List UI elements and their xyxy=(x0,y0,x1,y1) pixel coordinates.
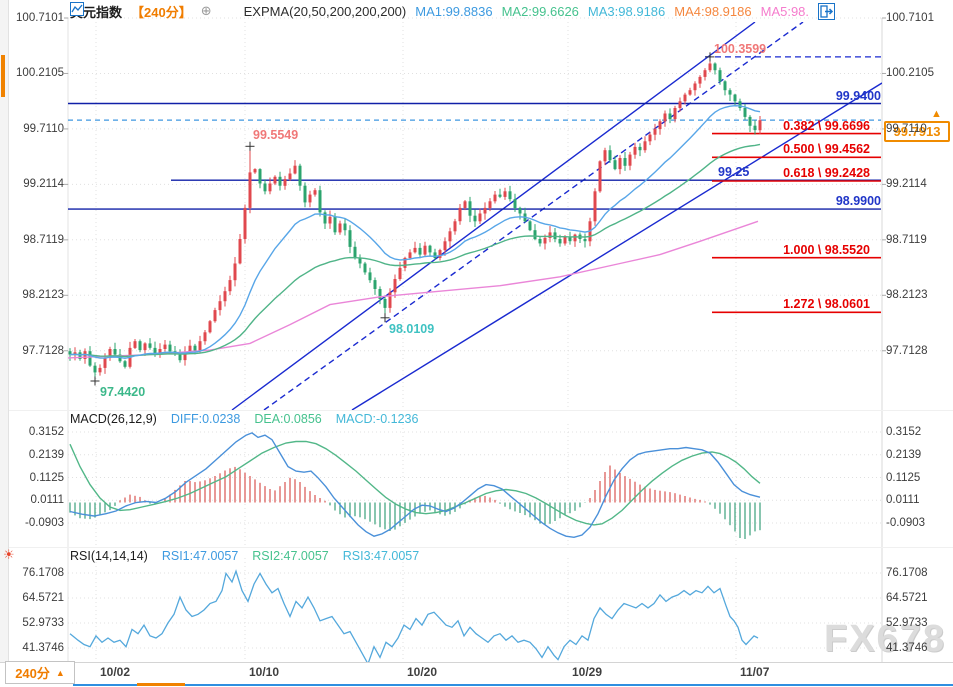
chart-toolbar xyxy=(818,3,898,20)
time-axis-bar xyxy=(0,662,953,687)
fib-level-label: 1.000 \ 98.5520 xyxy=(783,243,870,257)
price-axis-label-left: 100.7101 xyxy=(16,12,64,24)
price-axis-label-right: 99.7110 xyxy=(886,123,927,135)
price-level-label: 99.9400 xyxy=(835,89,881,103)
macd-axis-label-right: 0.1125 xyxy=(886,472,921,484)
pop-out-icon[interactable] xyxy=(818,3,898,20)
time-axis-label: 10/29 xyxy=(572,665,603,679)
price-axis-label-left: 98.2123 xyxy=(22,289,64,301)
rsi-axis-label-right: 41.3746 xyxy=(886,642,928,654)
rsi-axis-label-left: 76.1708 xyxy=(22,567,64,579)
interval-button-label: 240分 xyxy=(15,666,50,681)
price-levels xyxy=(68,56,881,314)
rsi2-value: RSI2:47.0057 xyxy=(252,549,329,563)
macd-axis-label-right: 0.3152 xyxy=(886,426,922,438)
price-axis-label-right: 100.7101 xyxy=(886,12,934,24)
ma3-value: MA3:98.9186 xyxy=(587,3,666,19)
interval-dropdown-arrow-icon: ▲ xyxy=(55,667,65,678)
time-axis-label: 11/07 xyxy=(740,665,770,679)
time-axis-label: 10/02 xyxy=(100,665,131,679)
dea-value: DEA:0.0856 xyxy=(254,412,322,426)
price-axis-label-left: 99.7110 xyxy=(23,123,64,135)
chart-header: 美元指数 【240分】 ⊕ EXPMA(20,50,200,200,200) M… xyxy=(70,2,809,20)
fib-level-label: 0.500 \ 99.4562 xyxy=(783,142,870,156)
swing-point-label: 98.0109 xyxy=(389,322,435,336)
candlestick-series xyxy=(68,56,762,381)
current-price-tag: 99.7913 xyxy=(884,121,950,142)
macd-axis-label-left: 0.2139 xyxy=(28,449,64,461)
diff-value: DIFF:0.0238 xyxy=(170,412,241,426)
price-level-label: 100.3599 xyxy=(714,42,767,56)
left-collapse-strip xyxy=(0,0,9,662)
rsi1-value: RSI1:47.0057 xyxy=(161,549,239,563)
macd-axis-label-left: -0.0903 xyxy=(24,517,64,529)
fib-level-label: 1.272 \ 98.0601 xyxy=(783,297,870,311)
rsi-axis-label-right: 52.9733 xyxy=(886,617,928,629)
trend-channel-lines[interactable] xyxy=(231,22,882,410)
time-axis-label: 10/20 xyxy=(407,665,438,679)
price-axis-label-left: 97.7128 xyxy=(22,345,64,357)
price-axis-label-right: 100.2105 xyxy=(886,67,934,79)
axis-scale-icon[interactable] xyxy=(818,3,856,20)
price-up-arrow-icon: ▲ xyxy=(931,108,942,120)
swing-annotations xyxy=(90,52,715,386)
mini-chart-icon[interactable] xyxy=(70,2,235,18)
swing-point-label: 97.4420 xyxy=(100,385,146,399)
macd-axis-label-left: 0.0111 xyxy=(30,494,64,506)
macd-axis-label-left: 0.1125 xyxy=(29,472,64,484)
interval-label: 【240分】 xyxy=(131,4,192,20)
chart-style-icon[interactable] xyxy=(818,3,877,20)
ma4-value: MA4:98.9186 xyxy=(674,3,752,19)
price-axis-label-left: 100.2105 xyxy=(16,67,64,79)
horizontal-scrollbar[interactable] xyxy=(73,684,953,686)
macd-axis-label-right: -0.0903 xyxy=(886,517,926,529)
macd-histogram xyxy=(69,465,761,539)
price-level-label: 99.25 xyxy=(718,165,750,179)
macd-header: MACD(26,12,9) DIFF:0.0238 DEA:0.0856 MAC… xyxy=(70,412,418,426)
left-scroll-thumb[interactable] xyxy=(1,55,5,97)
time-axis-label: 10/10 xyxy=(249,665,280,679)
rsi-axis-label-left: 41.3746 xyxy=(22,642,64,654)
macd-axis-label-right: 0.0111 xyxy=(886,494,920,506)
macd-lines xyxy=(69,432,761,539)
indicator-settings-icon[interactable]: ☀ xyxy=(3,547,15,562)
gridlines xyxy=(0,17,953,666)
rsi-label: RSI(14,14,14) xyxy=(70,549,148,563)
macd-label: MACD(26,12,9) xyxy=(70,412,157,426)
rsi3-value: RSI3:47.0057 xyxy=(342,549,420,563)
rsi-axis-label-right: 64.5721 xyxy=(886,592,928,604)
rsi-header: RSI(14,14,14) RSI1:47.0057 RSI2:47.0057 … xyxy=(70,549,419,563)
scrollbar-thumb[interactable] xyxy=(137,683,185,686)
ma1-value: MA1:99.8836 xyxy=(415,3,493,19)
rsi-line xyxy=(69,569,759,664)
macd-value: MACD:-0.1236 xyxy=(335,412,419,426)
ma2-value: MA2:99.6626 xyxy=(501,3,579,19)
swing-point-label: 99.5549 xyxy=(253,128,299,142)
moving-average-lines xyxy=(68,104,761,360)
add-indicator-icon[interactable]: ⊕ xyxy=(200,3,212,18)
ma5-value: MA5:98. xyxy=(760,3,810,19)
price-axis-label-left: 99.2114 xyxy=(23,178,64,190)
price-axis-label-right: 97.7128 xyxy=(886,345,928,357)
fx678-watermark: FX678 xyxy=(824,618,946,660)
price-axis-label-right: 98.7119 xyxy=(886,234,927,246)
price-axis-label-right: 99.2114 xyxy=(886,178,927,190)
macd-axis-label-left: 0.3152 xyxy=(28,426,64,438)
price-level-label: 98.9900 xyxy=(835,194,881,208)
interval-selector-button[interactable]: 240分 ▲ xyxy=(5,661,75,684)
price-axis-label-left: 98.7119 xyxy=(23,234,64,246)
price-axis-label-right: 98.2123 xyxy=(886,289,928,301)
fib-level-label: 0.618 \ 99.2428 xyxy=(783,166,870,180)
macd-axis-label-right: 0.2139 xyxy=(886,449,922,461)
expma-label: EXPMA(20,50,200,200,200) xyxy=(243,3,407,19)
rsi-axis-label-left: 64.5721 xyxy=(22,592,64,604)
rsi-axis-label-right: 76.1708 xyxy=(886,567,928,579)
rsi-axis-label-left: 52.9733 xyxy=(22,617,64,629)
fib-level-label: 0.382 \ 99.6696 xyxy=(783,119,870,133)
